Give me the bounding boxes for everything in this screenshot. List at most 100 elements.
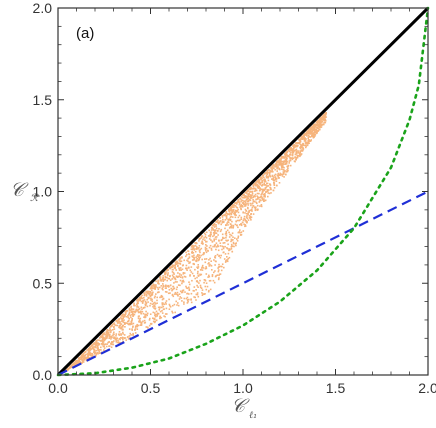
scatter-point (191, 248, 194, 251)
scatter-point (248, 209, 250, 212)
scatter-point (267, 171, 269, 174)
scatter-point (240, 205, 242, 207)
scatter-point (190, 292, 193, 295)
scatter-point (260, 199, 262, 202)
scatter-point (312, 133, 315, 135)
scatter-point (254, 184, 257, 187)
scatter-point (260, 176, 263, 178)
scatter-point (217, 269, 220, 271)
scatter-point (220, 254, 222, 257)
scatter-point (227, 219, 230, 221)
scatter-point (245, 204, 247, 207)
scatter-point (179, 267, 182, 269)
scatter-point (109, 331, 111, 333)
scatter-point (209, 244, 212, 247)
scatter-point (262, 188, 264, 191)
scatter-point (113, 336, 115, 338)
scatter-point (205, 266, 207, 268)
scatter-point (228, 210, 230, 213)
scatter-point (225, 234, 228, 237)
scatter-point (195, 299, 197, 301)
scatter-point (148, 296, 150, 299)
scatter-point (100, 336, 103, 339)
scatter-point (208, 275, 211, 278)
scatter-point (115, 335, 117, 337)
scatter-point (200, 273, 203, 276)
scatter-point (260, 195, 263, 198)
scatter-point (137, 300, 140, 302)
scatter-point (201, 294, 204, 296)
scatter-point (317, 123, 320, 126)
scatter-point (159, 276, 162, 278)
scatter-point (307, 136, 310, 138)
scatter-point (204, 258, 206, 260)
scatter-point (154, 284, 157, 287)
scatter-point (127, 313, 130, 316)
scatter-point (311, 135, 313, 137)
scatter-point (169, 284, 172, 286)
scatter-point (166, 279, 168, 282)
scatter-point (277, 161, 280, 163)
scatter-point (235, 242, 237, 244)
scatter-point (179, 262, 181, 265)
scatter-point (142, 306, 145, 309)
scatter-point (220, 223, 222, 226)
scatter-point (225, 211, 227, 214)
scatter-point (137, 302, 139, 305)
scatter-point (231, 210, 234, 213)
scatter-point (258, 200, 261, 203)
scatter-point (315, 124, 318, 127)
scatter-point (165, 284, 167, 287)
scatter-point (140, 324, 143, 326)
scatter-point (205, 282, 208, 284)
scatter-point (251, 202, 253, 205)
scatter-point (188, 293, 190, 295)
scatter-point (190, 299, 192, 301)
scatter-point (69, 366, 72, 369)
scatter-point (246, 221, 248, 224)
scatter-point (240, 199, 243, 201)
scatter-point (309, 127, 311, 130)
scatter-point (183, 272, 186, 274)
scatter-point (215, 246, 218, 248)
scatter-point (258, 180, 260, 182)
scatter-point (205, 251, 208, 254)
scatter-point (204, 285, 207, 288)
scatter-point (315, 132, 318, 135)
scatter-point (154, 303, 157, 305)
scatter-point (317, 119, 320, 122)
scatter-point (252, 187, 255, 189)
scatter-point (168, 303, 171, 306)
scatter-point (157, 286, 159, 289)
scatter-point (151, 286, 153, 288)
scatter-point (90, 348, 92, 350)
scatter-point (179, 257, 181, 259)
scatter-point (193, 247, 195, 250)
scatter-point (206, 245, 208, 247)
scatter-point (232, 227, 234, 229)
scatter-point (159, 317, 161, 320)
scatter-point (152, 287, 154, 289)
scatter-point (110, 346, 113, 348)
scatter-point (178, 273, 181, 275)
scatter-point (94, 343, 96, 346)
scatter-point (201, 243, 204, 245)
scatter-point (207, 235, 210, 237)
scatter-point (293, 143, 295, 146)
scatter-point (236, 207, 239, 209)
scatter-point (212, 235, 214, 238)
scatter-point (285, 159, 287, 161)
scatter-point (267, 185, 270, 187)
scatter-point (87, 351, 90, 354)
scatter-point (231, 232, 234, 234)
scatter-point (309, 136, 311, 138)
scatter-point (205, 241, 207, 243)
scatter-point (299, 143, 302, 146)
scatter-point (119, 326, 121, 329)
scatter-point (152, 284, 155, 287)
scatter-point (153, 304, 155, 306)
scatter-point (317, 121, 320, 124)
scatter-point (228, 218, 231, 220)
scatter-point (140, 296, 142, 298)
